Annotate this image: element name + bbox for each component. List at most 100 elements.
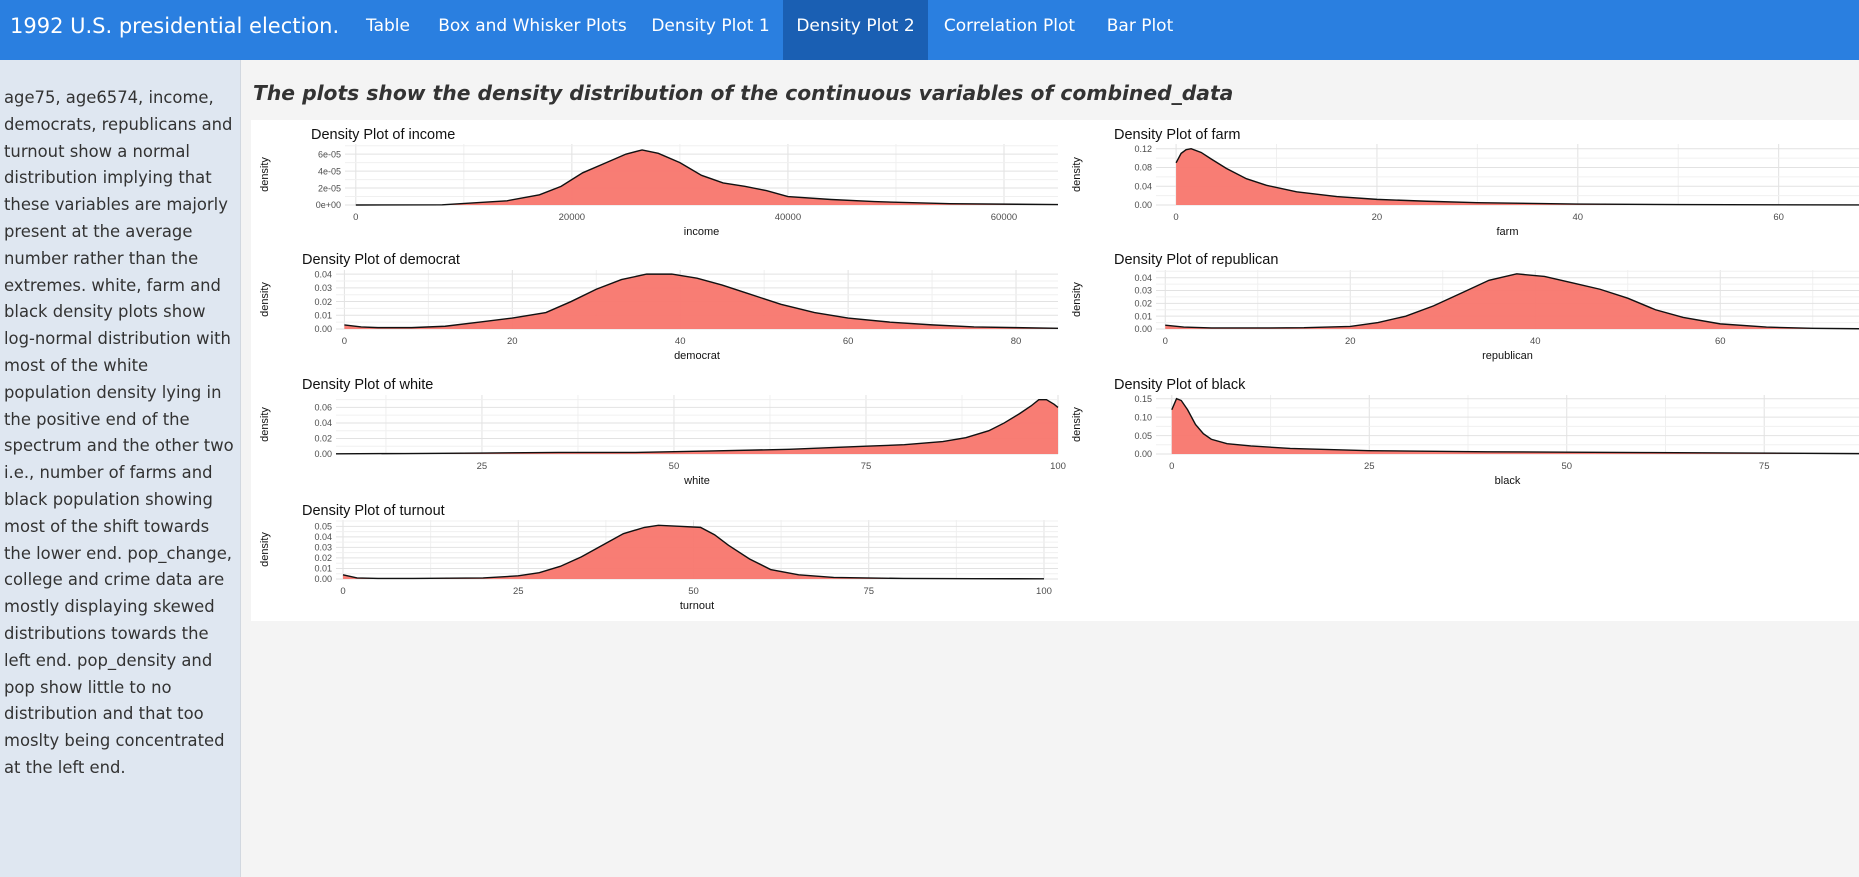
- turnout-density-line: [342, 524, 1044, 580]
- white-y-tick-label: 0.06: [314, 403, 332, 413]
- farm-x-axis-label: farm: [1497, 226, 1519, 238]
- democrat-y-axis-label: density: [259, 282, 271, 317]
- democrat-y-tick-label: 0.01: [314, 310, 332, 320]
- white-y-tick-label: 0.00: [314, 449, 332, 459]
- black-x-tick-label: 75: [1759, 461, 1770, 472]
- tab-table[interactable]: Table: [366, 16, 410, 36]
- democrat-density-line: [344, 273, 1059, 330]
- turnout-plot-title: Density Plot of turnout: [302, 503, 445, 519]
- farm-x-tick-label: 20: [1372, 212, 1383, 223]
- turnout-y-tick-label: 0.03: [314, 543, 332, 553]
- democrat-x-tick-label: 60: [843, 336, 854, 347]
- republican-x-tick-label: 20: [1345, 336, 1356, 347]
- tab-correlation-plot[interactable]: Correlation Plot: [943, 16, 1076, 36]
- tab-bar-plot[interactable]: Bar Plot: [1106, 16, 1174, 36]
- republican-density-area: [1165, 273, 1859, 329]
- income-x-tick-label: 40000: [775, 212, 801, 223]
- turnout-y-tick-label: 0.05: [314, 522, 332, 532]
- white-x-tick-label: 50: [669, 461, 680, 472]
- income-x-axis-label: income: [684, 226, 719, 238]
- republican-y-axis-label: density: [1071, 282, 1083, 317]
- black-y-tick-label: 0.15: [1134, 394, 1152, 404]
- farm-density-line: [1175, 147, 1859, 206]
- republican-y-tick-label: 0.00: [1134, 324, 1152, 334]
- income-x-tick-label: 60000: [991, 212, 1017, 223]
- black-x-axis-label: black: [1495, 475, 1521, 487]
- black-y-tick-label: 0.00: [1134, 449, 1152, 459]
- democrat-y-tick-label: 0.02: [314, 297, 332, 307]
- black-y-tick-label: 0.05: [1134, 431, 1152, 441]
- white-y-tick-label: 0.02: [314, 434, 332, 444]
- sidebar-description: age75, age6574, income, democrats, repub…: [4, 88, 234, 777]
- democrat-x-tick-label: 0: [342, 336, 347, 347]
- sidebar: age75, age6574, income, democrats, repub…: [0, 60, 241, 877]
- income-y-tick-label: 2e-05: [318, 183, 341, 193]
- turnout-x-tick-label: 25: [513, 586, 524, 597]
- tab-box-and-whisker-plots[interactable]: Box and Whisker Plots: [438, 16, 627, 36]
- income-y-tick-label: 0e+00: [316, 200, 341, 210]
- black-x-tick-label: 25: [1364, 461, 1375, 472]
- republican-density-line: [1165, 273, 1859, 330]
- tab-density-plot-2[interactable]: Density Plot 2: [783, 0, 928, 60]
- farm-y-tick-label: 0.08: [1134, 163, 1152, 173]
- black-density-area: [1171, 398, 1859, 454]
- white-x-tick-label: 25: [477, 461, 488, 472]
- farm-y-tick-label: 0.04: [1134, 181, 1152, 191]
- white-y-axis-label: density: [259, 407, 271, 442]
- republican-x-tick-label: 60: [1715, 336, 1726, 347]
- farm-density-area: [1176, 148, 1859, 205]
- turnout-y-tick-label: 0.00: [314, 574, 332, 584]
- democrat-x-tick-label: 20: [507, 336, 518, 347]
- turnout-x-tick-label: 50: [688, 586, 699, 597]
- farm-x-tick-label: 40: [1573, 212, 1584, 223]
- democrat-plot-title: Density Plot of democrat: [302, 252, 460, 268]
- farm-x-tick-label: 0: [1173, 212, 1178, 223]
- farm-y-tick-label: 0.12: [1134, 144, 1152, 154]
- income-y-tick-label: 6e-05: [318, 149, 341, 159]
- black-density-line: [1171, 397, 1859, 455]
- farm-y-tick-label: 0.00: [1134, 200, 1152, 210]
- republican-y-tick-label: 0.03: [1134, 286, 1152, 296]
- income-density-line: [355, 149, 1059, 206]
- black-x-tick-label: 50: [1561, 461, 1572, 472]
- income-plot-title: Density Plot of income: [311, 127, 455, 143]
- republican-y-tick-label: 0.04: [1134, 273, 1152, 283]
- democrat-y-tick-label: 0.00: [314, 324, 332, 334]
- republican-x-tick-label: 40: [1530, 336, 1541, 347]
- democrat-x-axis-label: democrat: [674, 350, 720, 362]
- republican-plot-title: Density Plot of republican: [1114, 252, 1278, 268]
- farm-x-tick-label: 60: [1773, 212, 1784, 223]
- black-y-tick-label: 0.10: [1134, 412, 1152, 422]
- black-x-tick-label: 0: [1169, 461, 1174, 472]
- democrat-y-tick-label: 0.04: [314, 269, 332, 279]
- white-density-area: [336, 399, 1058, 454]
- tab-density-plot-1[interactable]: Density Plot 1: [651, 16, 770, 36]
- turnout-y-tick-label: 0.01: [314, 564, 332, 574]
- democrat-y-tick-label: 0.03: [314, 283, 332, 293]
- republican-y-tick-label: 0.01: [1134, 311, 1152, 321]
- turnout-y-tick-label: 0.02: [314, 553, 332, 563]
- turnout-y-tick-label: 0.04: [314, 532, 332, 542]
- app-title[interactable]: 1992 U.S. presidential election.: [10, 14, 340, 38]
- democrat-x-tick-label: 80: [1011, 336, 1022, 347]
- democrat-x-tick-label: 40: [675, 336, 686, 347]
- white-x-tick-label: 75: [861, 461, 872, 472]
- turnout-x-axis-label: turnout: [680, 600, 714, 612]
- turnout-x-tick-label: 100: [1036, 586, 1052, 597]
- democrat-density-area: [344, 274, 1058, 329]
- white-density-line: [335, 398, 1059, 455]
- turnout-x-tick-label: 0: [340, 586, 345, 597]
- turnout-density-area: [343, 525, 1044, 579]
- turnout-x-tick-label: 75: [863, 586, 874, 597]
- farm-plot-title: Density Plot of farm: [1114, 127, 1241, 143]
- republican-y-tick-label: 0.02: [1134, 299, 1152, 309]
- black-y-axis-label: density: [1071, 407, 1083, 442]
- page-heading: The plots show the density distribution …: [253, 81, 1234, 105]
- republican-x-tick-label: 0: [1163, 336, 1168, 347]
- turnout-y-axis-label: density: [259, 532, 271, 567]
- density-plots-figure: Density Plot of income 0 20 0 0 0 40000 60000 in…: [259, 127, 1859, 612]
- republican-x-axis-label: republican: [1482, 350, 1533, 362]
- black-plot-title: Density Plot of black: [1114, 377, 1246, 393]
- income-y-axis-label: density: [259, 157, 271, 192]
- income-y-tick-label: 4e-05: [318, 166, 341, 176]
